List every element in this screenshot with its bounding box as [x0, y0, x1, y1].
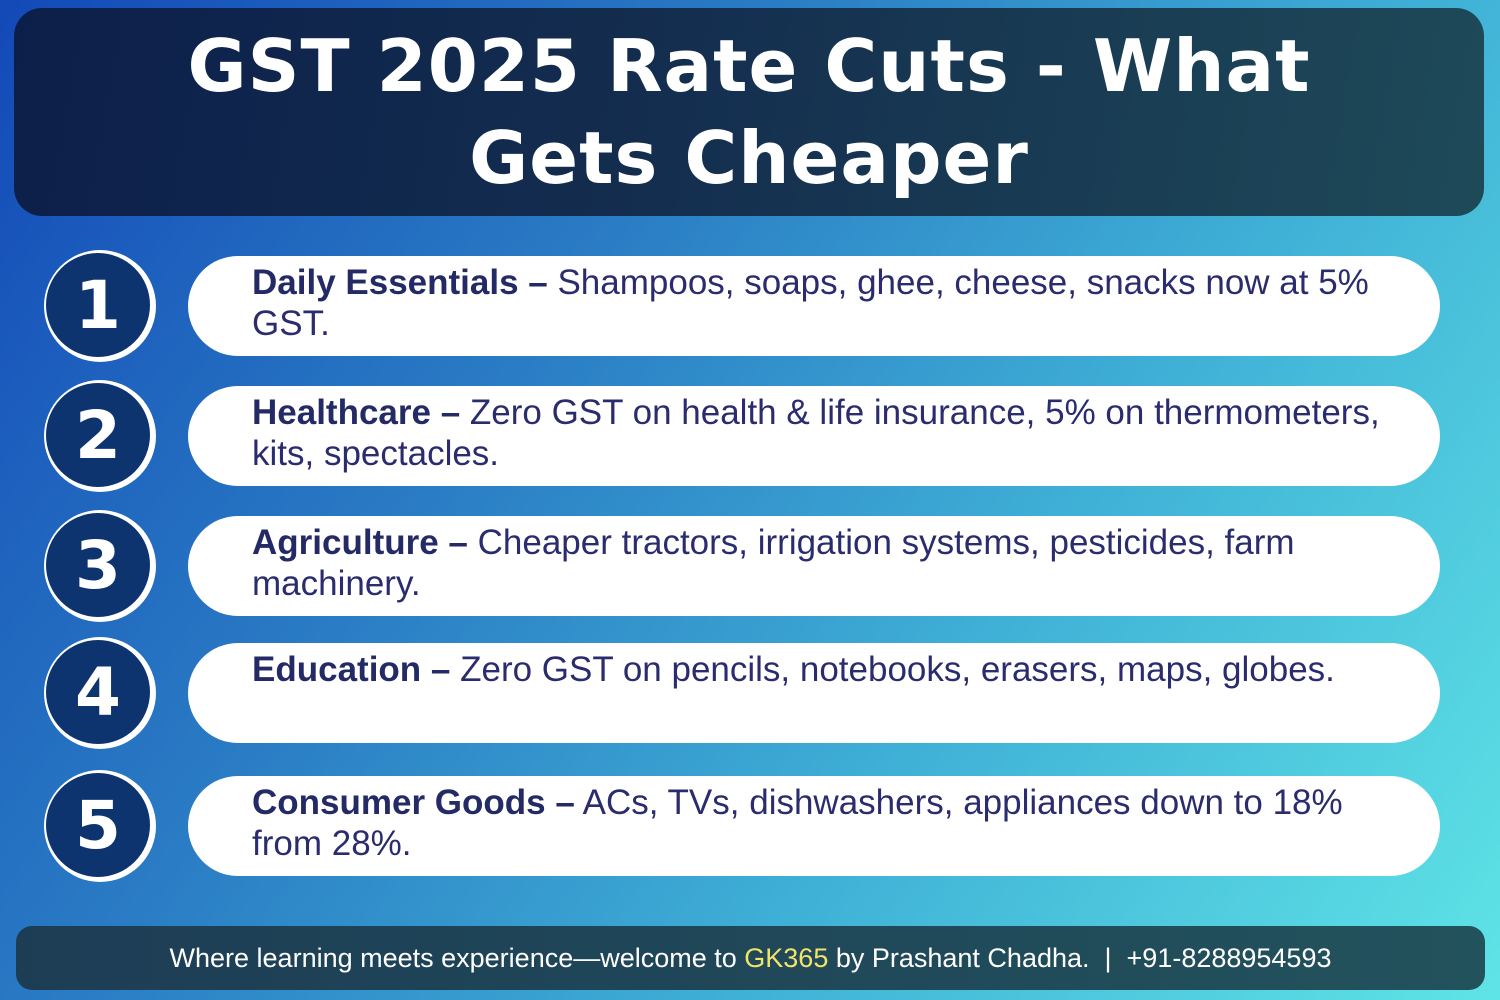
number-badge: 5	[44, 770, 156, 882]
item-heading: Healthcare –	[252, 393, 461, 432]
number-label: 1	[46, 253, 150, 357]
title-banner: GST 2025 Rate Cuts - What Gets Cheaper	[14, 8, 1484, 216]
item-card: Healthcare – Zero GST on health & life i…	[188, 386, 1440, 486]
item-text: Shampoos, soaps, ghee, cheese, snacks no…	[252, 263, 1369, 343]
list-item: 4 Education – Zero GST on pencils, noteb…	[44, 637, 1444, 749]
item-heading: Consumer Goods –	[252, 783, 575, 822]
item-heading: Education –	[252, 650, 451, 689]
number-badge: 4	[44, 637, 156, 749]
item-card: Daily Essentials – Shampoos, soaps, ghee…	[188, 256, 1440, 356]
list-item: 1 Daily Essentials – Shampoos, soaps, gh…	[44, 250, 1444, 362]
footer-suffix: by Prashant Chadha. | +91-8288954593	[828, 942, 1332, 973]
brand-name: GK365	[744, 942, 829, 973]
number-label: 5	[46, 773, 150, 877]
item-text: Cheaper tractors, irrigation systems, pe…	[252, 523, 1295, 603]
number-badge: 1	[44, 250, 156, 362]
number-label: 2	[46, 383, 150, 487]
list-item: 5 Consumer Goods – ACs, TVs, dishwashers…	[44, 770, 1444, 882]
item-heading: Daily Essentials –	[252, 263, 548, 302]
footer-prefix: Where learning meets experience—welcome …	[169, 942, 745, 973]
item-heading: Agriculture –	[252, 523, 468, 562]
number-label: 4	[46, 640, 150, 744]
item-text: Zero GST on health & life insurance, 5% …	[252, 393, 1380, 473]
item-text: ACs, TVs, dishwashers, appliances down t…	[252, 783, 1343, 863]
number-label: 3	[46, 513, 150, 617]
list-item: 2 Healthcare – Zero GST on health & life…	[44, 380, 1444, 492]
item-card: Education – Zero GST on pencils, noteboo…	[188, 643, 1440, 743]
list-item: 3 Agriculture – Cheaper tractors, irriga…	[44, 510, 1444, 622]
number-badge: 2	[44, 380, 156, 492]
page-title: GST 2025 Rate Cuts - What Gets Cheaper	[187, 24, 1311, 200]
item-text: Zero GST on pencils, notebooks, erasers,…	[450, 650, 1335, 689]
item-card: Agriculture – Cheaper tractors, irrigati…	[188, 516, 1440, 616]
number-badge: 3	[44, 510, 156, 622]
footer-banner: Where learning meets experience—welcome …	[16, 926, 1485, 990]
item-card: Consumer Goods – ACs, TVs, dishwashers, …	[188, 776, 1440, 876]
